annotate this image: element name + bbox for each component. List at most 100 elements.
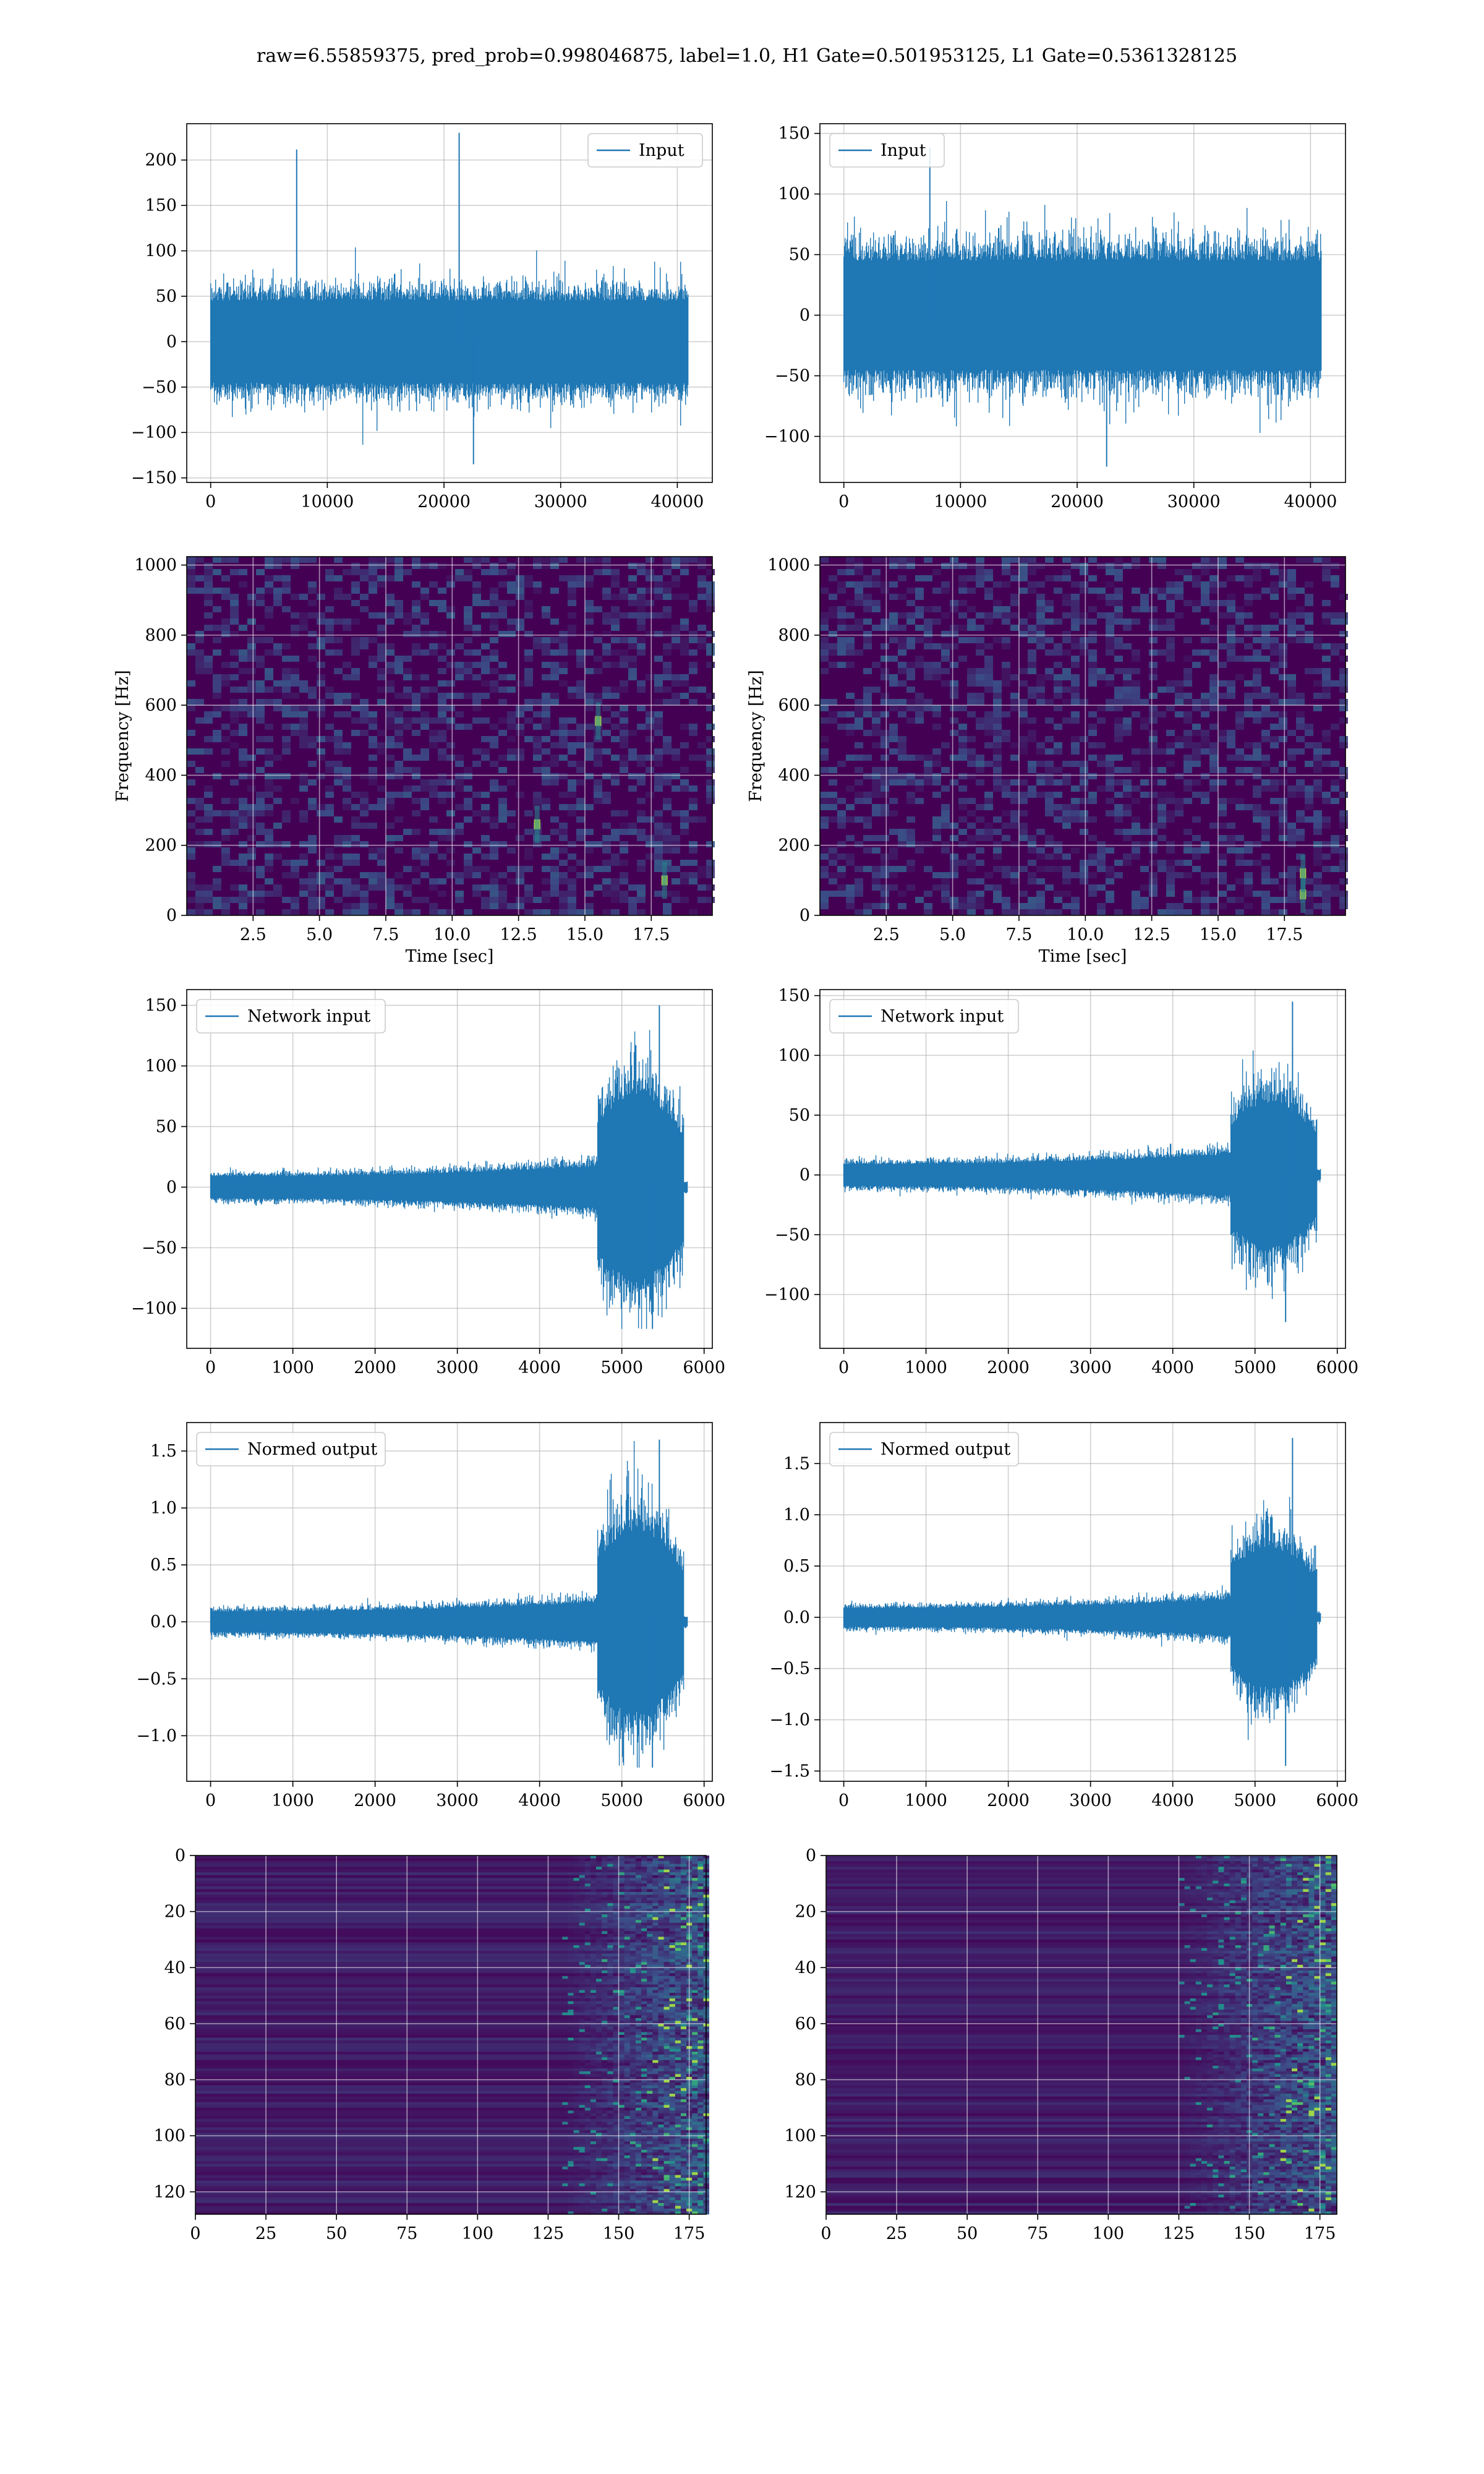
heatmap-cell [394,903,403,909]
heatmap-cell [230,742,239,748]
heatmap-cell [584,1967,591,1971]
x-tick-label: 20000 [1051,492,1104,511]
heatmap-cell [898,594,906,600]
heatmap-cell [213,693,221,699]
heatmap-cell [1339,847,1348,854]
heatmap-cell [1227,612,1235,618]
heatmap-cell [273,705,282,711]
heatmap-cell [455,674,464,680]
heatmap-cell [1287,699,1296,705]
heatmap-cell [1287,594,1296,600]
heatmap-cell [239,755,247,761]
heatmap-cell [675,1959,681,1963]
heatmap-cell [481,693,490,699]
heatmap-cell [669,1900,676,1904]
heatmap-cell [669,1891,676,1895]
heatmap-cell [1106,600,1114,606]
heatmap-cell [906,662,915,668]
heatmap-cell [629,1962,636,1966]
heatmap-cell [596,1878,602,1881]
heatmap-cell [265,687,273,693]
heatmap-cell [629,1909,636,1912]
heatmap-cell [1166,606,1175,612]
heatmap-cell [596,1875,602,1878]
heatmap-cell [590,1861,597,1864]
heatmap-cell [1080,872,1088,878]
heatmap-cell [1071,600,1080,606]
heatmap-cell [602,1984,608,1988]
heatmap-cell [889,810,898,816]
heatmap-cell [629,1956,636,1960]
heatmap-cell [568,1956,574,1960]
heatmap-cell [584,1956,591,1960]
heatmap-cell [1132,847,1140,854]
heatmap-cell [472,693,481,699]
heatmap-cell [1106,581,1114,588]
heatmap-cell [187,810,195,816]
heatmap-cell [629,1922,636,1926]
heatmap-cell [403,724,412,730]
x-tick-label: 0 [838,492,849,511]
heatmap-cell [602,878,611,884]
heatmap-cell [1192,755,1201,761]
heatmap-cell [1244,594,1253,600]
heatmap-cell [1140,699,1149,705]
heatmap-cell [658,1906,664,1909]
heatmap-cell [658,1883,664,1887]
heatmap-cell [924,705,932,711]
heatmap-cell [507,631,516,637]
heatmap-cell [641,1903,647,1906]
heatmap-cell [308,557,317,563]
heatmap-cell [369,742,377,748]
heatmap-cell [1028,637,1036,643]
heatmap-cell [602,1900,608,1904]
heatmap-cell [420,897,429,903]
heatmap-cell [498,841,507,847]
heatmap-cell [1166,761,1175,767]
heatmap-cell [941,891,950,897]
heatmap-cell [689,847,697,854]
heatmap-cell [533,711,542,717]
heatmap-cell [550,563,559,569]
heatmap-cell [498,717,507,724]
heatmap-cell [377,643,386,649]
heatmap-cell [1201,736,1209,742]
heatmap-cell [629,1973,636,1977]
heatmap-cell [1218,662,1227,668]
heatmap-cell [317,872,325,878]
heatmap-cell [680,897,689,903]
heatmap-cell [420,804,429,810]
heatmap-cell [472,810,481,816]
heatmap-cell [386,662,394,668]
heatmap-cell [635,1933,642,1937]
heatmap-cell [889,724,898,730]
heatmap-cell [976,612,984,618]
heatmap-cell [299,816,308,823]
heatmap-cell [1002,779,1010,785]
heatmap-cell [1183,637,1192,643]
heatmap-cell [663,1858,670,1862]
heatmap-cell [299,773,308,779]
heatmap-row [195,1883,563,1887]
heatmap-cell [221,674,230,680]
heatmap-cell [1305,618,1313,625]
heatmap-cell [663,1931,670,1935]
heatmap-cell [1175,860,1183,866]
heatmap-cell [472,705,481,711]
heatmap-cell [663,1864,670,1867]
heatmap-row [195,1945,563,1948]
heatmap-cell [675,1889,681,1893]
heatmap-cell [1322,569,1331,575]
heatmap-cell [692,1979,698,1982]
heatmap-cell [1071,748,1080,755]
heatmap-cell [1261,866,1270,872]
heatmap-cell [239,748,247,755]
heatmap-cell [282,575,291,581]
heatmap-cell [1010,575,1019,581]
heatmap-cell [308,761,317,767]
heatmap-cell [412,755,420,761]
heatmap-cell [1106,705,1114,711]
heatmap-cell [573,1993,580,1996]
heatmap-row [195,1880,563,1884]
heatmap-cell [1097,742,1106,748]
